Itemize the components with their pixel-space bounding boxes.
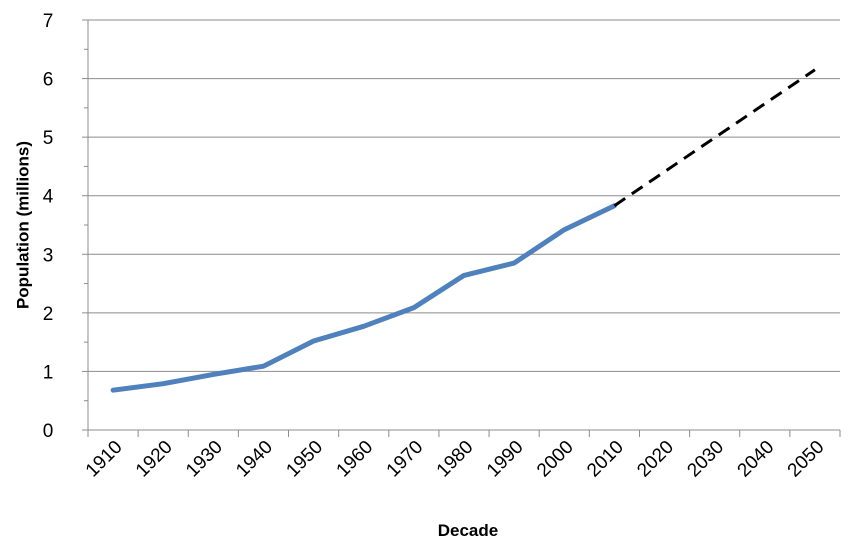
- x-tick-label: 1930: [182, 437, 227, 482]
- x-tick-label: 1970: [383, 437, 428, 482]
- x-tick-label: 2040: [734, 437, 779, 482]
- x-tick-label: 1950: [282, 437, 327, 482]
- y-tick-label: 2: [43, 304, 54, 325]
- y-tick-label: 3: [43, 245, 54, 266]
- x-tick-label: 1980: [433, 437, 478, 482]
- gridlines: [88, 19, 840, 372]
- projection-line: [613, 68, 816, 207]
- y-tick-label: 1: [43, 362, 54, 383]
- x-tick-label: 1960: [333, 437, 378, 482]
- x-tick-label: 2010: [583, 437, 628, 482]
- series-lines: [110, 68, 816, 393]
- y-tick-labels: 0 1 2 3 4 5 6 7: [43, 11, 54, 442]
- x-tick-label: 2020: [633, 437, 678, 482]
- y-tick-label: 5: [43, 128, 54, 149]
- x-tick-label: 2050: [784, 437, 829, 482]
- axes: [82, 19, 841, 437]
- y-tick-label: 0: [43, 421, 54, 442]
- x-tick-labels: 1910 1920 1930 1940 1950 1960 1970 1980 1990 2000…: [82, 437, 829, 482]
- x-tick-label: 1990: [483, 437, 528, 482]
- y-axis-title: Population (millions): [13, 141, 32, 309]
- x-axis-title: Decade: [438, 521, 498, 540]
- y-tick-label: 7: [43, 11, 54, 32]
- x-tick-label: 1920: [132, 437, 177, 482]
- x-tick-label: 1910: [82, 437, 127, 482]
- y-tick-label: 6: [43, 70, 54, 91]
- population-line: [110, 203, 617, 393]
- x-tick-label: 1940: [232, 437, 277, 482]
- x-tick-label: 2030: [683, 437, 728, 482]
- x-tick-label: 2000: [533, 437, 578, 482]
- y-tick-label: 4: [43, 187, 54, 208]
